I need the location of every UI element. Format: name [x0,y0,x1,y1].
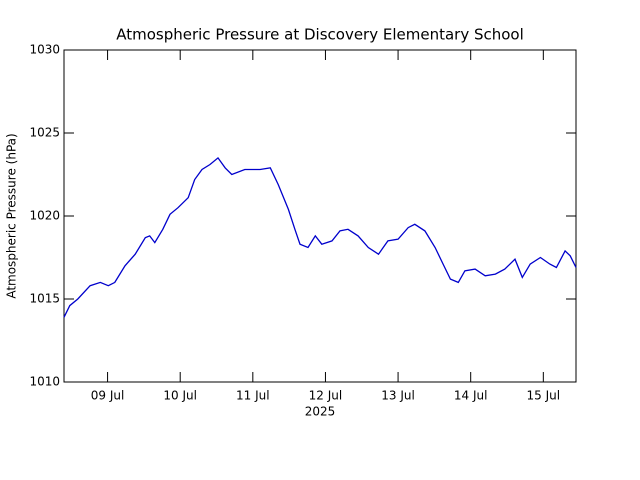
x-tick-label: 09 Jul [91,389,125,403]
y-tick-label: 1025 [29,126,60,140]
y-tick-label: 1015 [29,292,60,306]
y-tick-label: 1010 [29,375,60,389]
y-tick-label: 1020 [29,209,60,223]
y-tick-label: 1030 [29,43,60,57]
y-axis-label: Atmospheric Pressure (hPa) [5,133,19,298]
chart-title: Atmospheric Pressure at Discovery Elemen… [116,26,524,44]
x-tick-label: 14 Jul [454,389,488,403]
data-line [63,156,577,318]
x-tick-label: 15 Jul [527,389,561,403]
x-tick-label: 11 Jul [236,389,270,403]
x-tick-label: 10 Jul [163,389,197,403]
x-tick-label: 12 Jul [309,389,343,403]
x-axis-label: 2025 [305,405,336,419]
x-tick-label: 13 Jul [381,389,415,403]
